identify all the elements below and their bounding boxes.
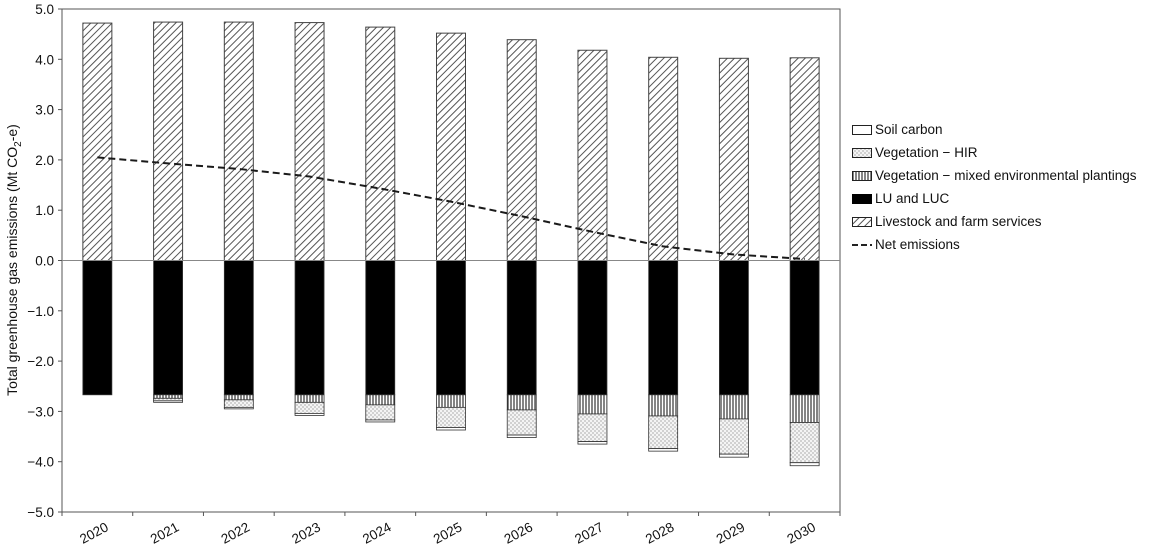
- x-tick-label: 2027: [572, 519, 606, 546]
- bar-vegetation-hir-2028: [648, 415, 679, 450]
- bar-vegetation-mixed-environmental-plantings-2023: [294, 394, 325, 403]
- x-tick-label: 2023: [289, 519, 323, 546]
- legend-label-net-emissions: Net emissions: [875, 237, 960, 252]
- bar-soil-carbon-2024: [365, 419, 396, 423]
- bar-soil-carbon-2023: [294, 413, 325, 416]
- bars-group: [82, 21, 820, 467]
- bar-vegetation-mixed-environmental-plantings-2021: [153, 394, 183, 399]
- x-tick-label: 2025: [431, 519, 465, 546]
- bar-livestock-and-farm-services-2030: [789, 57, 820, 261]
- bar-vegetation-mixed-environmental-plantings-2028: [648, 394, 679, 417]
- bar-lu-and-luc-2027: [577, 260, 608, 396]
- x-axis: 2020 2021 2022 2023 2024 2025 2026 2027 2028 2029…: [61, 512, 841, 547]
- bar-soil-carbon-2022: [223, 406, 254, 410]
- net-emissions-swatch: [852, 243, 872, 246]
- bar-vegetation-mixed-environmental-plantings-2026: [506, 394, 537, 411]
- bar-livestock-and-farm-services-2024: [365, 26, 396, 261]
- bar-livestock-and-farm-services-2029: [718, 57, 749, 261]
- bar-livestock-and-farm-services-2021: [153, 21, 184, 261]
- legend-label-soil-carbon: Soil carbon: [875, 122, 943, 137]
- legend-label-livestock: Livestock and farm services: [875, 214, 1042, 229]
- net-emissions-line-group: [97, 156, 805, 260]
- net-emissions-line: [97, 156, 805, 260]
- bar-lu-and-luc-2030: [789, 260, 820, 396]
- y-axis-title: Total greenhouse gas emissions (Mt CO2-e…: [4, 124, 24, 396]
- bar-soil-carbon-2026: [506, 434, 537, 438]
- legend-label-lu-luc: LU and LUC: [875, 191, 950, 206]
- vegetation-mixed-swatch: [852, 170, 872, 181]
- bar-livestock-and-farm-services-2025: [436, 32, 466, 262]
- lu-luc-swatch: [852, 193, 872, 204]
- y-tick-label: 5.0: [35, 2, 54, 17]
- bar-vegetation-mixed-environmental-plantings-2030: [789, 394, 820, 423]
- bar-lu-and-luc-2029: [719, 260, 749, 396]
- bar-livestock-and-farm-services-2022: [223, 21, 254, 261]
- bar-livestock-and-farm-services-2026: [506, 39, 537, 261]
- bar-soil-carbon-2025: [436, 427, 466, 431]
- legend-item-soil-carbon: Soil carbon: [852, 118, 1137, 141]
- x-tick-label: 2026: [502, 519, 536, 546]
- bar-livestock-and-farm-services-2020: [82, 22, 113, 261]
- y-tick-label: 2.0: [35, 153, 54, 168]
- x-tick-label: 2021: [148, 519, 182, 546]
- x-tick-label: 2030: [784, 519, 818, 546]
- bar-vegetation-hir-2029: [719, 418, 749, 455]
- legend-item-vegetation-hir: Vegetation − HIR: [852, 141, 1137, 164]
- x-tick-label: 2028: [643, 519, 677, 546]
- x-tick-label: 2029: [714, 519, 748, 546]
- bar-soil-carbon-2021: [153, 400, 183, 403]
- bar-lu-and-luc-2028: [648, 260, 679, 396]
- livestock-swatch: [852, 216, 872, 227]
- bar-vegetation-hir-2025: [436, 406, 466, 428]
- bar-vegetation-hir-2027: [577, 413, 608, 442]
- bar-vegetation-mixed-environmental-plantings-2025: [436, 394, 466, 408]
- bar-soil-carbon-2030: [789, 462, 820, 467]
- bar-vegetation-hir-2022: [223, 399, 254, 408]
- legend-item-vegetation-mixed: Vegetation − mixed environmental plantin…: [852, 164, 1137, 187]
- bar-soil-carbon-2029: [719, 453, 749, 458]
- soil-carbon-swatch: [852, 124, 872, 135]
- bar-lu-and-luc-2025: [436, 260, 466, 396]
- bar-soil-carbon-2028: [648, 448, 679, 452]
- bar-vegetation-mixed-environmental-plantings-2029: [719, 394, 749, 420]
- bar-livestock-and-farm-services-2027: [577, 49, 608, 261]
- bar-vegetation-mixed-environmental-plantings-2022: [223, 394, 254, 401]
- bar-soil-carbon-2027: [577, 441, 608, 445]
- bar-lu-and-luc-2022: [223, 260, 254, 396]
- bar-vegetation-hir-2026: [506, 409, 537, 436]
- bar-lu-and-luc-2026: [506, 260, 537, 396]
- legend-item-lu-luc: LU and LUC: [852, 187, 1137, 210]
- bar-vegetation-hir-2023: [294, 401, 325, 414]
- bar-vegetation-mixed-environmental-plantings-2024: [365, 394, 396, 406]
- legend-label-vegetation-hir: Vegetation − HIR: [875, 145, 978, 160]
- x-tick-label: 2020: [77, 519, 111, 546]
- x-tick-label: 2024: [360, 519, 394, 547]
- bar-lu-and-luc-2021: [153, 260, 183, 396]
- y-tick-label: −3.0: [27, 404, 54, 419]
- legend: Soil carbon Vegetation − HIR Vegetation …: [852, 118, 1137, 256]
- y-tick-label: 1.0: [35, 203, 54, 218]
- bar-vegetation-hir-2030: [789, 422, 820, 464]
- y-tick-label: −2.0: [27, 354, 54, 369]
- y-tick-label: 3.0: [35, 103, 54, 118]
- vegetation-hir-swatch: [852, 147, 872, 158]
- y-tick-label: −5.0: [27, 505, 54, 520]
- bar-lu-and-luc-2023: [294, 260, 325, 396]
- y-axis: 5.0 4.0 3.0 2.0 1.0 0.0 −1.0 −2.0 −3.0 −4.0 −5.0: [27, 2, 62, 520]
- y-tick-label: −4.0: [27, 455, 54, 470]
- legend-item-net-emissions: Net emissions: [852, 233, 1137, 256]
- bar-lu-and-luc-2024: [365, 260, 396, 396]
- bar-livestock-and-farm-services-2028: [648, 56, 679, 262]
- y-tick-label: 4.0: [35, 52, 54, 67]
- x-tick-label: 2022: [219, 519, 253, 546]
- legend-label-vegetation-mixed: Vegetation − mixed environmental plantin…: [875, 168, 1137, 183]
- bar-vegetation-hir-2024: [365, 404, 396, 421]
- y-tick-label: 0.0: [35, 254, 54, 269]
- bar-lu-and-luc-2020: [82, 260, 113, 396]
- bar-livestock-and-farm-services-2023: [294, 22, 325, 262]
- bar-vegetation-mixed-environmental-plantings-2027: [577, 394, 608, 415]
- y-tick-label: −1.0: [27, 304, 54, 319]
- legend-item-livestock: Livestock and farm services: [852, 210, 1137, 233]
